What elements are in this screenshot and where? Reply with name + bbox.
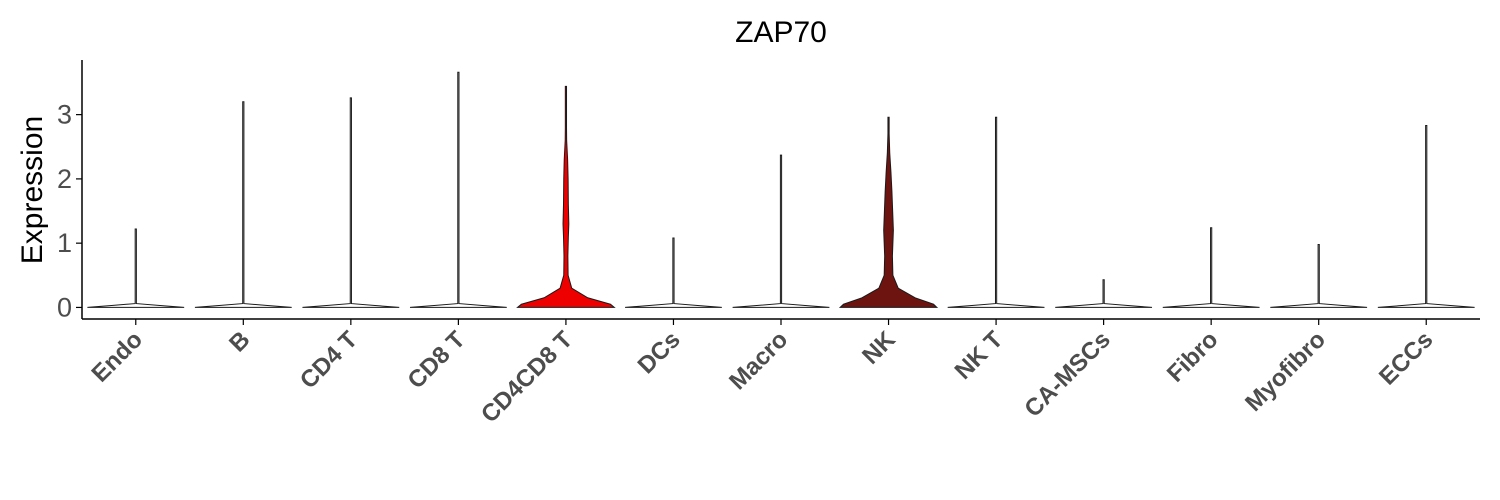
violin-nk [838, 116, 939, 308]
x-tick-label: B [224, 326, 255, 357]
violin-cd8-t [409, 71, 507, 308]
violin-b [194, 101, 292, 308]
x-tick-label: CA-MSCs [1019, 326, 1115, 422]
x-tick-label: CD8 T [403, 326, 471, 394]
x-tick-label: CD4CD8 T [476, 326, 578, 428]
violin-endo [87, 228, 185, 308]
violin-group [87, 71, 1475, 308]
violin-fibro [1162, 227, 1260, 308]
y-tick-label: 0 [57, 292, 72, 322]
violin-cd4-t [302, 97, 400, 308]
violin-myofibro [1270, 243, 1368, 308]
x-tick-label: Endo [87, 326, 149, 388]
violin-eccs [1377, 125, 1475, 308]
y-tick-label: 1 [57, 228, 72, 258]
x-axis-ticks: Endo B CD4 T CD8 T CD4CD8 T DCs Macro NK NK T CA-… [87, 319, 1438, 428]
x-tick-label: DCs [633, 326, 686, 379]
x-tick-label: Fibro [1162, 326, 1224, 388]
x-tick-label: Myofibro [1240, 326, 1331, 417]
y-axis-ticks: 0 1 2 3 [57, 100, 82, 322]
x-tick-label: NK [857, 326, 901, 370]
violin-nk-t [947, 116, 1045, 308]
violin-dcs [625, 237, 722, 308]
violin-macro [732, 154, 830, 308]
y-axis-label: Expression [16, 116, 49, 264]
y-tick-label: 3 [57, 100, 72, 130]
x-tick-label: Macro [724, 326, 793, 395]
x-tick-label: NK T [950, 326, 1009, 385]
chart-title: ZAP70 [735, 16, 827, 49]
y-tick-label: 2 [57, 164, 72, 194]
x-tick-label: ECCs [1374, 326, 1438, 390]
violin-ca-mscs [1055, 279, 1153, 308]
violin-cd4cd8-t [516, 85, 616, 308]
x-tick-label: CD4 T [295, 326, 363, 394]
